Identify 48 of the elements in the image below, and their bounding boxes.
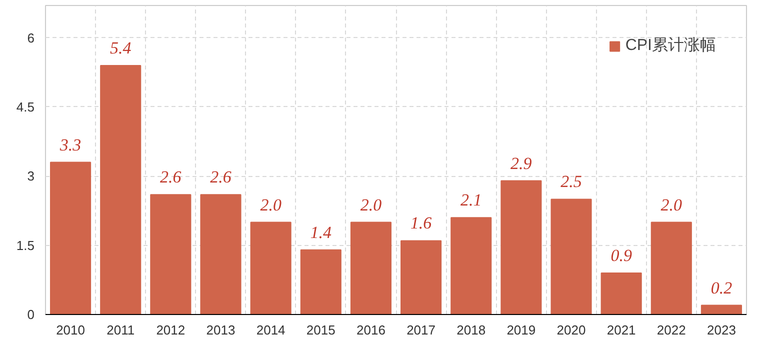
text: 2.1 — [460, 190, 482, 210]
text: 3.3 — [60, 135, 82, 154]
bar — [250, 222, 292, 314]
x-tick-label: 2016 — [356, 322, 386, 337]
x-tick-label: 2022 — [656, 322, 686, 337]
text: 2.9 — [510, 154, 532, 173]
bar — [450, 217, 492, 314]
bar — [700, 304, 742, 314]
bar — [600, 272, 642, 314]
x-tick-label: 2021 — [606, 322, 636, 337]
text: 2.5 — [560, 172, 582, 192]
bar — [200, 194, 242, 314]
text: 2.0 — [660, 195, 682, 214]
y-tick-label: 4.5 — [16, 99, 35, 114]
y-tick-label: 3 — [27, 168, 35, 184]
bar — [650, 222, 692, 314]
bar — [400, 240, 442, 314]
text: 2.6 — [210, 168, 232, 187]
text: 0.2 — [710, 278, 732, 298]
x-tick-label: 2012 — [156, 322, 186, 337]
text: 2.0 — [360, 195, 382, 214]
text: 2.6 — [160, 168, 182, 187]
x-tick-label: 2013 — [206, 322, 236, 337]
legend-label: CPI累计涨幅 — [625, 36, 716, 56]
text: 2.0 — [260, 195, 282, 214]
x-tick-label: 2023 — [707, 322, 736, 337]
text: 1.4 — [310, 222, 332, 242]
text: 5.4 — [110, 38, 132, 58]
y-tick-label: 0 — [27, 307, 35, 322]
x-tick-label: 2010 — [56, 322, 85, 337]
bar — [350, 222, 392, 314]
x-tick-label: 2018 — [456, 322, 486, 337]
text: 0.9 — [610, 246, 632, 265]
bar — [150, 194, 192, 314]
x-tick-label: 2011 — [106, 322, 135, 337]
bar — [50, 162, 92, 314]
x-tick-label: 2015 — [306, 322, 336, 337]
y-tick-label: 6 — [27, 30, 35, 46]
text: 1.6 — [410, 214, 432, 233]
bar — [100, 64, 142, 314]
bar — [300, 249, 342, 314]
bar — [500, 180, 542, 314]
x-tick-label: 2014 — [256, 322, 286, 337]
bar — [550, 198, 592, 314]
x-tick-label: 2020 — [556, 322, 586, 337]
x-tick-label: 2019 — [506, 322, 536, 337]
y-tick-label: 1.5 — [16, 238, 35, 253]
x-tick-label: 2017 — [406, 322, 436, 337]
